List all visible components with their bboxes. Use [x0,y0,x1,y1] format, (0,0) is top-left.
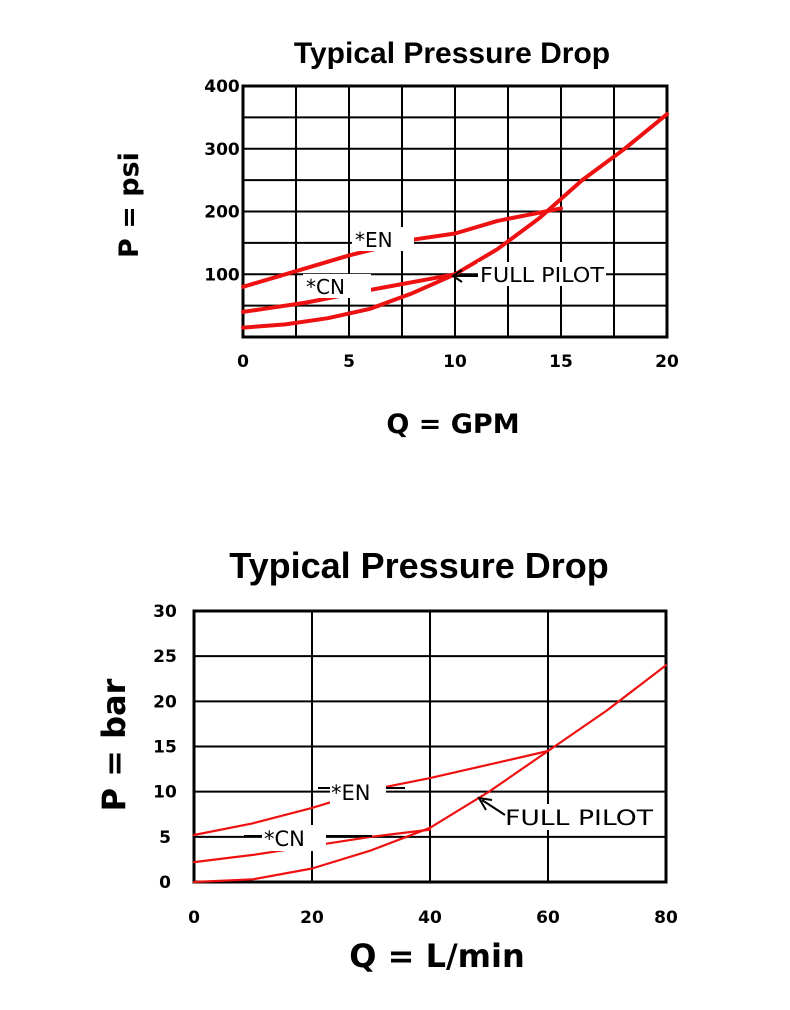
chart1-x-ticks: 0 5 10 15 20 [237,352,679,372]
y-tick-label: 15 [153,738,177,758]
chart2-title: Typical Pressure Drop [229,545,608,586]
x-tick-label: 0 [237,352,249,372]
chart2-fullpilot-label-bg [502,804,656,830]
x-tick-label: 20 [655,352,679,372]
y-tick-label: 300 [204,140,240,160]
y-tick-label: 30 [153,602,177,622]
chart1-y-ticks: 400 300 200 100 [204,77,240,285]
y-tick-label: 25 [153,647,177,667]
chart2-cn-label-bg [262,825,326,851]
chart2-fullpilot-label: FULL PILOT [505,806,653,830]
x-tick-label: 0 [188,908,200,928]
series-fullpilot-line [192,664,668,884]
y-tick-label: 100 [204,265,240,285]
chart1-title: Typical Pressure Drop [294,37,610,70]
chart1-grid [241,84,669,339]
chart1-fullpilot-arrow [451,269,478,283]
x-tick-label: 20 [300,908,324,928]
x-tick-label: 40 [418,908,442,928]
chart2-cn-label: *CN [264,827,305,851]
plot-frame [192,609,668,884]
chart2-x-ticks: 0 20 40 60 80 [188,908,678,928]
x-tick-label: 80 [654,908,678,928]
chart1-fullpilot-label: FULL PILOT [480,263,605,287]
chart-psi-gpm: Typical Pressure Drop 0 5 10 15 20 400 300 200… [114,37,679,440]
plot-frame [241,84,669,339]
y-tick-label: 20 [153,692,177,712]
x-tick-label: 60 [536,908,560,928]
chart-bar-lpm: Typical Pressure Drop 0 20 40 60 80 30 25 20 15… [95,545,678,975]
chart2-en-label-bg [330,778,386,804]
chart1-en-label-bg [352,227,414,251]
x-tick-label: 5 [343,352,355,372]
y-tick-label: 0 [159,873,171,893]
x-tick-label: 10 [443,352,467,372]
chart1-y-axis-label: P = psi [114,152,145,258]
chart1-cn-label-bg [303,274,371,298]
y-tick-label: 400 [204,77,240,97]
chart2-fullpilot-arrow [477,796,506,816]
y-tick-label: 10 [153,783,177,803]
chart2-x-axis-label: Q = L/min [349,937,524,975]
chart2-y-ticks: 30 25 20 15 10 5 0 [153,602,177,893]
chart1-x-axis-label: Q = GPM [386,409,519,440]
chart1-fullpilot-label-bg [478,262,606,286]
y-tick-label: 200 [204,203,240,223]
y-tick-label: 5 [159,828,171,848]
chart2-en-label: *EN [331,781,370,805]
x-tick-label: 15 [549,352,573,372]
chart1-en-label: *EN [355,228,393,252]
chart1-cn-label: *CN [306,275,345,299]
series-cn-line [241,272,457,314]
chart2-y-axis-label: P = bar [95,678,133,811]
